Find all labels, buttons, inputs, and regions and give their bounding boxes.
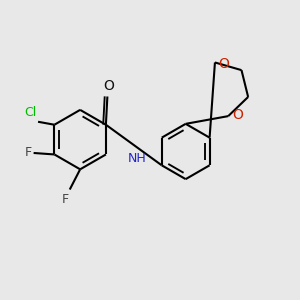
Text: O: O xyxy=(232,108,243,122)
Text: Cl: Cl xyxy=(24,106,37,119)
Text: O: O xyxy=(103,79,114,93)
Text: O: O xyxy=(218,57,230,71)
Text: NH: NH xyxy=(128,152,146,166)
Text: F: F xyxy=(62,193,69,206)
Text: F: F xyxy=(25,146,32,159)
